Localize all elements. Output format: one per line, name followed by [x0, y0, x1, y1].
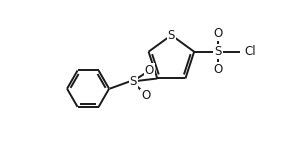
Text: S: S: [130, 75, 137, 88]
Text: S: S: [214, 45, 222, 58]
Text: O: O: [213, 27, 223, 40]
Text: O: O: [141, 89, 150, 103]
Text: S: S: [168, 29, 175, 42]
Text: Cl: Cl: [244, 45, 256, 58]
Text: O: O: [213, 63, 223, 76]
Text: O: O: [145, 64, 154, 77]
